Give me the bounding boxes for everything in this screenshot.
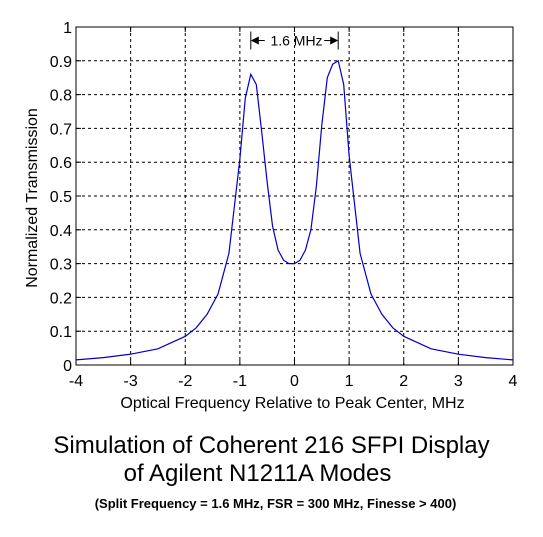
y-tick-label: 0.4 bbox=[50, 223, 72, 240]
y-tick-label: 0.5 bbox=[50, 189, 72, 206]
x-tick-label: -3 bbox=[124, 373, 138, 390]
grid bbox=[76, 27, 513, 365]
y-tick-label: 0 bbox=[63, 358, 72, 375]
x-tick-label: 1 bbox=[345, 373, 354, 390]
x-tick-label: 0 bbox=[290, 373, 299, 390]
x-axis-label: Optical Frequency Relative to Peak Cente… bbox=[120, 395, 464, 412]
y-tick-label: 0.7 bbox=[50, 121, 72, 138]
x-tick-label: 4 bbox=[509, 373, 518, 390]
x-tick-label: 3 bbox=[454, 373, 463, 390]
y-tick-label: 0.9 bbox=[50, 54, 72, 71]
tick-marks bbox=[75, 26, 514, 366]
y-tick-labels: 0 0.1 0.2 0.3 0.4 0.5 0.6 0.7 0.8 0.9 1 bbox=[50, 20, 72, 375]
caption-line-3: (Split Frequency = 1.6 MHz, FSR = 300 MH… bbox=[94, 496, 457, 511]
caption-line-2: of Agilent N1211A Modes bbox=[123, 460, 392, 487]
y-tick-label: 0.3 bbox=[50, 257, 72, 274]
y-tick-label: 0.8 bbox=[50, 88, 72, 105]
y-tick-label: 0.2 bbox=[50, 290, 72, 307]
y-tick-label: 1 bbox=[63, 20, 72, 37]
x-tick-label: -1 bbox=[233, 373, 247, 390]
x-tick-label: -4 bbox=[69, 373, 83, 390]
y-tick-label: 0.6 bbox=[50, 155, 72, 172]
y-axis-label: Normalized Transmission bbox=[24, 108, 41, 288]
caption-line-1: Simulation of Coherent 216 SFPI Display bbox=[53, 432, 490, 459]
x-tick-labels: -4 -3 -2 -1 0 1 2 3 4 bbox=[69, 373, 518, 390]
annotation-label: 1.6 MHz bbox=[270, 33, 322, 49]
x-tick-label: -2 bbox=[178, 373, 192, 390]
y-tick-label: 0.1 bbox=[50, 324, 72, 341]
chart: -4 -3 -2 -1 0 1 2 3 4 00.10.20.30.40.50.60.70.80… bbox=[24, 20, 518, 412]
transmission-series-line bbox=[75, 59, 514, 361]
split-annotation: 1.6 MHz bbox=[250, 31, 339, 50]
x-tick-label: 2 bbox=[399, 373, 408, 390]
